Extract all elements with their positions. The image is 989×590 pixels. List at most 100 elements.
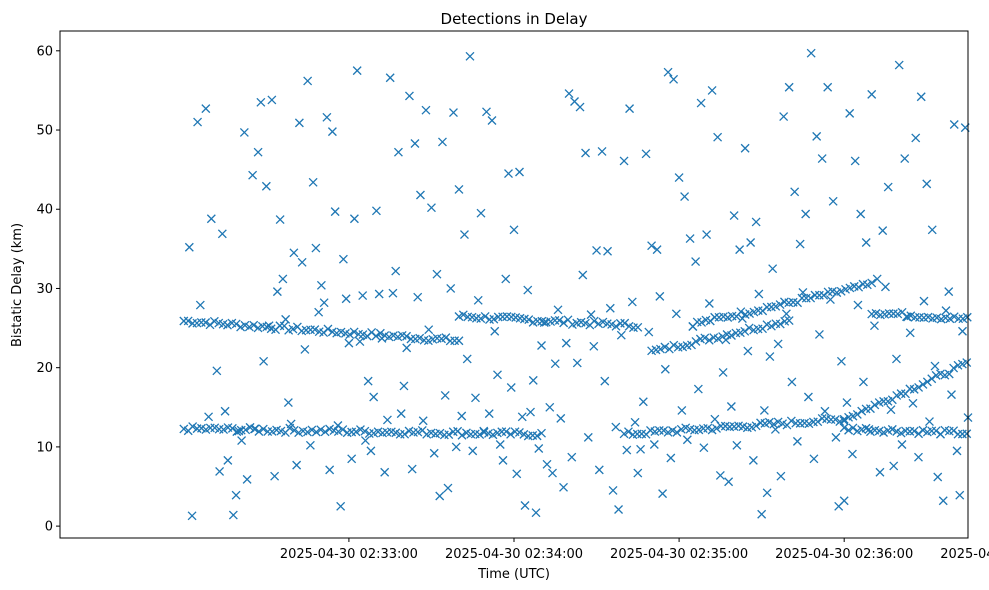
data-point-marker <box>432 269 442 279</box>
data-point-marker <box>484 409 494 419</box>
data-point-marker <box>685 234 695 244</box>
data-point-marker <box>941 306 951 316</box>
data-point-marker <box>655 344 665 354</box>
data-point-marker <box>514 427 524 437</box>
data-point-marker <box>272 287 282 297</box>
data-point-marker <box>748 455 758 465</box>
data-point-marker <box>819 290 829 300</box>
data-point-marker <box>875 467 885 477</box>
data-point-marker <box>715 470 725 480</box>
data-point-marker <box>330 207 340 217</box>
data-point-marker <box>254 427 264 436</box>
data-point-marker <box>283 398 293 407</box>
data-point-marker <box>773 339 783 349</box>
data-point-marker <box>410 139 420 148</box>
data-point-marker <box>556 413 566 423</box>
data-point-marker <box>812 131 822 141</box>
data-point-marker <box>909 426 919 436</box>
data-point-marker <box>487 116 497 125</box>
data-point-marker <box>900 154 910 164</box>
data-point-marker <box>836 356 846 366</box>
data-point-marker <box>548 468 557 478</box>
data-point-marker <box>564 89 574 99</box>
data-point-marker <box>388 288 398 298</box>
data-point-marker <box>183 316 193 326</box>
y-tick-label: 40 <box>36 203 53 218</box>
data-point-marker <box>314 307 324 317</box>
data-point-marker <box>249 320 259 330</box>
data-point-marker <box>892 354 901 364</box>
data-point-marker <box>188 422 198 432</box>
data-point-marker <box>710 312 720 322</box>
data-point-marker <box>583 432 593 442</box>
data-point-marker <box>404 91 414 101</box>
data-point-marker <box>806 48 816 58</box>
data-point-marker <box>219 425 229 435</box>
data-point-marker <box>795 239 805 249</box>
data-point-marker <box>297 257 307 267</box>
data-point-marker <box>668 426 677 435</box>
data-point-marker <box>861 423 871 433</box>
data-point-marker <box>241 425 251 435</box>
data-point-marker <box>700 333 710 343</box>
data-point-marker <box>366 446 376 456</box>
data-point-marker <box>894 60 904 70</box>
data-point-marker <box>351 427 361 437</box>
data-point-marker <box>322 112 332 122</box>
data-point-marker <box>619 429 629 439</box>
data-point-marker <box>267 95 277 105</box>
y-tick-label: 60 <box>36 44 53 59</box>
data-point-marker <box>554 315 564 325</box>
data-point-marker <box>446 284 456 293</box>
data-point-marker <box>338 425 348 435</box>
data-point-marker <box>914 383 924 392</box>
data-point-marker <box>572 358 582 368</box>
data-point-marker <box>371 206 381 216</box>
data-point-marker <box>693 384 703 394</box>
data-point-marker <box>938 496 948 506</box>
data-point-marker <box>954 314 964 324</box>
data-point-marker <box>691 336 701 346</box>
data-point-marker <box>672 427 682 437</box>
y-tick-label: 50 <box>36 124 53 139</box>
data-point-marker <box>776 471 786 481</box>
data-point-marker <box>407 464 417 474</box>
data-point-marker <box>962 312 972 322</box>
data-point-marker <box>674 173 684 183</box>
data-point-marker <box>845 108 855 118</box>
data-point-marker <box>962 429 972 439</box>
data-point-marker <box>444 430 454 440</box>
data-point-marker <box>887 424 897 434</box>
data-point-marker <box>762 488 772 498</box>
data-point-marker <box>718 332 728 341</box>
data-point-marker <box>879 428 889 437</box>
data-point-marker <box>786 416 796 426</box>
data-point-marker <box>922 377 932 387</box>
data-point-marker <box>823 82 833 92</box>
data-point-marker <box>867 278 877 288</box>
x-tick-label: 2025-04-30 02:34:00 <box>445 547 583 562</box>
data-point-marker <box>528 375 538 385</box>
data-point-marker <box>489 314 499 324</box>
data-point-marker <box>473 295 483 305</box>
data-point-marker <box>542 459 552 469</box>
data-point-marker <box>914 452 923 462</box>
data-point-marker <box>450 336 460 346</box>
data-point-marker <box>853 300 863 310</box>
data-point-marker <box>369 392 379 402</box>
data-point-marker <box>231 490 241 500</box>
data-point-marker <box>426 203 436 213</box>
data-point-marker <box>305 440 315 450</box>
x-tick-label: 2025-04-30 02:33:00 <box>280 547 418 562</box>
data-point-marker <box>949 363 959 373</box>
data-point-marker <box>231 319 241 329</box>
data-point-marker <box>294 118 304 128</box>
y-tick-label: 0 <box>45 520 53 535</box>
data-point-marker <box>707 85 717 95</box>
data-point-marker <box>905 328 915 338</box>
data-point-marker <box>844 425 854 435</box>
data-point-marker <box>586 310 596 320</box>
data-point-marker <box>867 89 877 99</box>
data-point-marker <box>333 427 343 437</box>
